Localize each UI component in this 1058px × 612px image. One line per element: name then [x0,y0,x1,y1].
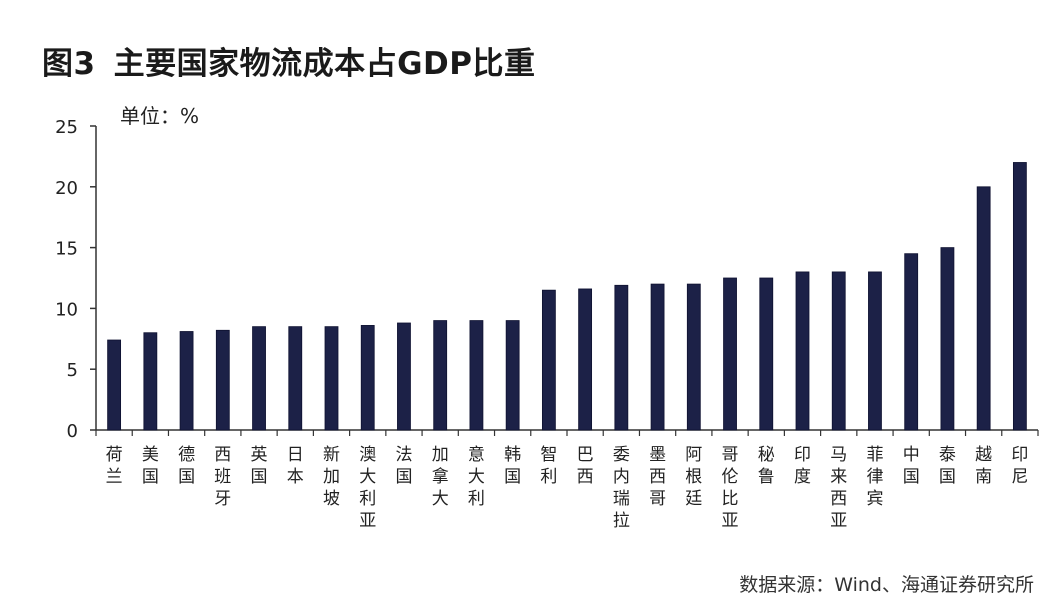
figure-number: 图3 [42,46,96,82]
x-tick-label: 新加坡 [323,445,340,509]
bar [360,325,375,431]
x-tick-label: 秘鲁 [758,445,775,487]
x-tick-label: 法国 [395,445,412,487]
bar [433,320,448,431]
y-tick-label: 5 [67,360,78,381]
x-tick-label: 越南 [975,445,992,487]
x-tick-label: 澳大利亚 [359,445,376,531]
x-tick-label: 智利 [540,445,557,487]
bar [397,322,411,431]
bar [578,288,593,431]
bar [252,326,266,431]
bar [795,271,810,431]
bar [723,277,737,431]
x-tick-label: 意大利 [468,445,485,509]
bar [215,329,230,431]
y-tick-label: 20 [55,178,78,199]
x-tick-label: 西班牙 [214,445,231,509]
bar [831,271,846,431]
x-tick-label: 加拿大 [432,445,449,509]
bar [904,253,919,431]
source-note: 数据来源：Wind、海通证券研究所 [739,574,1034,596]
bar [107,339,122,431]
y-tick-label: 15 [55,239,78,260]
x-tick-label: 德国 [178,445,195,487]
bar [614,284,629,431]
bar [179,331,194,431]
x-tick-label: 日本 [287,445,304,487]
x-tick-label: 泰国 [939,445,956,487]
bar [868,271,882,431]
chart-bars [107,162,1027,431]
bar [143,332,158,431]
figure-title: 主要国家物流成本占GDP比重 [113,46,536,82]
x-tick-label: 委内瑞拉 [613,445,630,531]
bar [469,320,484,431]
x-tick-label: 哥伦比亚 [722,445,739,531]
x-tick-label: 英国 [251,445,268,487]
unit-label: 单位：% [120,104,200,128]
bar [686,283,701,431]
x-tick-label: 韩国 [504,445,521,487]
bar [976,186,991,431]
x-tick-label: 墨西哥 [649,445,666,509]
y-tick-label: 0 [67,421,78,442]
chart-title: 图3 主要国家物流成本占GDP比重 [42,38,535,83]
bar [650,283,665,431]
x-tick-label: 美国 [142,445,159,487]
x-tick-label: 印度 [794,445,811,487]
x-tick-label: 荷兰 [106,445,123,487]
bar [1012,162,1027,431]
bar [324,326,339,431]
y-tick-label: 25 [55,117,78,138]
bar [541,289,556,431]
y-tick-label: 10 [55,299,78,320]
x-tick-label: 菲律宾 [866,445,883,509]
x-tick-label: 印尼 [1011,445,1028,487]
bar [288,326,303,431]
x-tick-label: 巴西 [577,445,594,487]
bar [759,277,774,431]
bar [505,320,520,431]
x-tick-label: 阿根廷 [685,445,702,509]
x-tick-label: 马来西亚 [830,445,847,531]
x-tick-label: 中国 [903,445,920,487]
bar [940,247,955,431]
